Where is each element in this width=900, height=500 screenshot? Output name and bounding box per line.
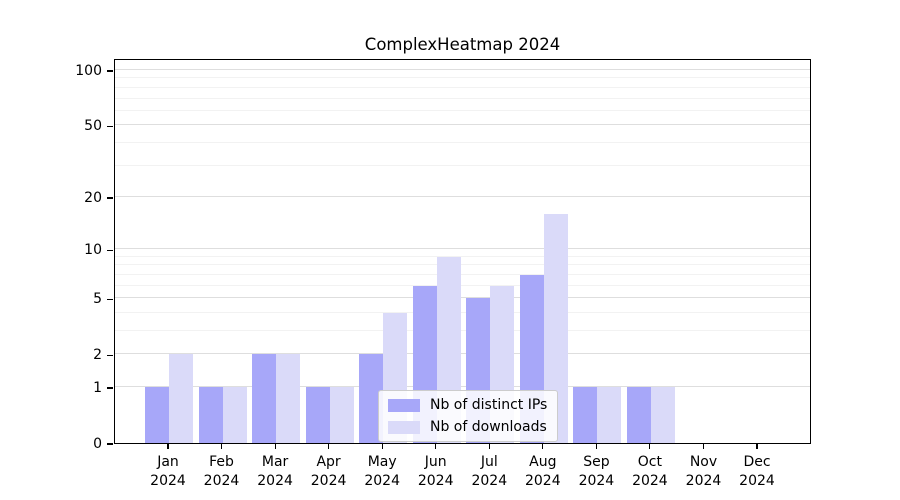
x-tick-label: Oct 2024 xyxy=(632,454,668,489)
legend-entry-distinct-ips: Nb of distinct IPs xyxy=(388,397,547,413)
minor-gridline xyxy=(115,311,810,313)
y-tick-mark xyxy=(107,197,113,199)
major-gridline xyxy=(115,353,810,355)
y-tick-label: 100 xyxy=(75,63,102,79)
bar-distinct-ips xyxy=(626,387,651,443)
x-tick-label: Jan 2024 xyxy=(150,454,186,489)
minor-gridline xyxy=(115,141,810,143)
x-tick-label: Jul 2024 xyxy=(471,454,508,489)
legend-swatch-downloads xyxy=(388,420,420,434)
y-tick-mark xyxy=(107,70,113,72)
y-tick-label: 20 xyxy=(84,189,102,206)
y-tick-mark xyxy=(107,298,113,300)
x-tick-label: Apr 2024 xyxy=(310,454,347,489)
y-tick-label: 1 xyxy=(93,380,102,396)
y-tick-mark xyxy=(107,249,113,251)
minor-gridline xyxy=(115,86,810,88)
x-tick-mark xyxy=(328,444,330,449)
bar-distinct-ips xyxy=(145,387,169,443)
bar-downloads xyxy=(650,387,675,443)
x-tick-mark xyxy=(167,444,169,449)
x-tick-mark xyxy=(595,444,597,449)
y-tick-mark xyxy=(107,387,113,389)
bar-downloads xyxy=(329,387,354,443)
bar-distinct-ips xyxy=(198,387,223,443)
bar-downloads xyxy=(597,387,622,443)
bar-downloads xyxy=(169,354,193,443)
bar-distinct-ips xyxy=(573,387,598,443)
x-tick-mark xyxy=(381,444,383,449)
minor-gridline xyxy=(115,264,810,266)
y-tick-mark xyxy=(107,443,113,445)
x-tick-label: Nov 2024 xyxy=(685,454,722,489)
x-tick-label: Dec 2024 xyxy=(739,454,775,489)
y-tick-label: 5 xyxy=(93,291,102,308)
minor-gridline xyxy=(115,164,810,166)
y-tick-label: 50 xyxy=(84,118,102,135)
major-gridline xyxy=(115,248,810,250)
minor-gridline xyxy=(115,97,810,99)
legend-swatch-ips xyxy=(388,398,420,412)
minor-gridline xyxy=(115,255,810,257)
major-gridline xyxy=(115,386,810,387)
y-axis: 0 1 2 5 10 20 50 100 xyxy=(0,59,113,452)
x-tick-mark xyxy=(702,444,705,449)
minor-gridline xyxy=(115,77,810,79)
x-axis: Jan 2024 Feb 2024 Mar 2024 Apr 2024 May 2024… xyxy=(114,444,811,500)
plot-area xyxy=(114,59,811,444)
x-tick-mark xyxy=(649,444,651,449)
x-tick-mark xyxy=(488,444,490,449)
x-tick-mark xyxy=(220,444,223,449)
major-gridline xyxy=(115,195,810,197)
x-tick-mark xyxy=(274,444,276,449)
minor-gridline xyxy=(115,273,810,275)
bar-downloads xyxy=(222,387,247,443)
bar-distinct-ips xyxy=(252,354,277,443)
x-tick-mark xyxy=(542,444,544,449)
chart-title: ComplexHeatmap 2024 xyxy=(364,35,561,54)
legend-label-downloads: Nb of downloads xyxy=(430,419,547,435)
minor-gridline xyxy=(115,284,810,286)
y-tick-label: 0 xyxy=(93,436,102,452)
x-tick-label: Sep 2024 xyxy=(578,454,615,489)
legend: Nb of distinct IPs Nb of downloads xyxy=(378,390,559,442)
bar-downloads xyxy=(276,354,301,443)
minor-gridline xyxy=(115,330,810,331)
y-tick-mark xyxy=(107,125,113,127)
x-tick-mark xyxy=(756,444,758,449)
y-tick-mark xyxy=(107,354,113,356)
major-gridline xyxy=(115,297,810,299)
y-tick-label: 10 xyxy=(84,242,102,259)
y-tick-label: 2 xyxy=(93,347,102,364)
bar-distinct-ips xyxy=(305,387,330,443)
x-tick-label: Jun 2024 xyxy=(417,454,454,489)
major-gridline xyxy=(115,69,810,70)
legend-label-ips: Nb of distinct IPs xyxy=(430,397,548,413)
x-tick-mark xyxy=(435,444,437,449)
x-tick-label: Feb 2024 xyxy=(203,454,240,489)
x-tick-label: May 2024 xyxy=(364,454,400,489)
legend-entry-downloads: Nb of downloads xyxy=(388,419,547,435)
x-tick-label: Aug 2024 xyxy=(524,454,561,489)
minor-gridline xyxy=(115,109,810,111)
x-tick-label: Mar 2024 xyxy=(257,454,293,489)
major-gridline xyxy=(115,124,810,126)
